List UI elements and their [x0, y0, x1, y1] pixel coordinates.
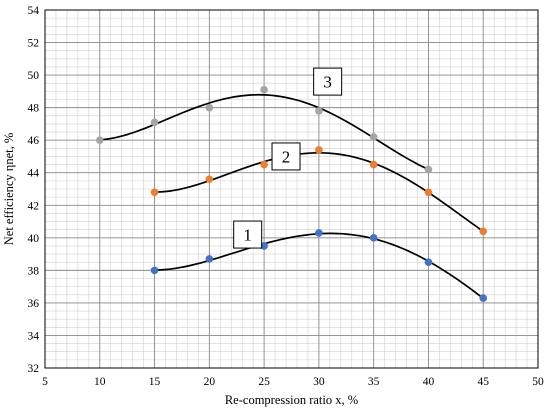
x-tick-label: 10 — [94, 376, 106, 388]
data-point-series-1 — [260, 242, 268, 250]
data-point-series-1 — [479, 294, 488, 302]
data-point-series-2 — [479, 227, 488, 236]
x-tick-label: 45 — [477, 376, 489, 388]
data-point-series-2 — [205, 175, 214, 184]
data-point-series-3 — [95, 136, 104, 144]
x-tick-label: 25 — [258, 376, 270, 388]
y-tick-label: 38 — [28, 265, 40, 277]
plot-area-frame — [44, 9, 539, 369]
x-tick-label: 35 — [368, 376, 380, 388]
y-axis-title: Net efficiency ηnet, % — [2, 133, 16, 246]
data-point-series-1 — [315, 229, 323, 237]
y-tick-label: 34 — [28, 330, 40, 342]
y-tick-label: 32 — [28, 363, 40, 375]
data-point-series-1 — [369, 234, 378, 242]
x-tick-label: 30 — [313, 376, 325, 388]
annotation-box — [271, 142, 301, 171]
data-point-series-1 — [424, 258, 433, 267]
minor-grid — [44, 9, 539, 369]
x-tick-label: 5 — [42, 376, 48, 388]
x-tick-label: 40 — [423, 376, 435, 388]
data-point-series-2 — [315, 146, 323, 154]
data-point-series-3 — [205, 103, 214, 112]
annotation-label: 2 — [282, 147, 291, 166]
y-tick-label: 42 — [28, 200, 40, 212]
y-tick-label: 44 — [28, 168, 40, 180]
annotation-box — [233, 220, 263, 249]
y-tick-label: 36 — [28, 298, 40, 310]
series-annotations: 1 2 3 — [233, 67, 343, 249]
annotation-label: 1 — [243, 226, 252, 245]
y-tick-label: 40 — [28, 233, 40, 245]
data-point-series-2 — [369, 160, 378, 169]
annotation-label: 3 — [323, 73, 332, 92]
x-tick-label: 50 — [532, 376, 544, 388]
x-tick-label: 20 — [204, 376, 216, 388]
y-tick-label: 54 — [28, 5, 40, 17]
data-point-series-3 — [260, 85, 268, 94]
data-point-series-1 — [205, 255, 214, 263]
data-point-series-3 — [369, 133, 378, 141]
x-axis-title: Re-compression ratio x, % — [225, 393, 358, 407]
data-point-series-2 — [260, 160, 268, 169]
annotation-box — [313, 67, 343, 96]
data-point-series-3 — [424, 165, 433, 174]
data-point-series-3 — [150, 118, 159, 127]
data-point-series-2 — [150, 188, 159, 197]
y-tick-label: 50 — [28, 70, 40, 82]
data-point-series-1 — [150, 266, 159, 275]
data-point-series-2 — [424, 188, 433, 197]
y-tick-label: 48 — [28, 103, 40, 115]
x-axis-tick-labels: 5 10 15 20 25 30 35 40 45 50 — [42, 376, 544, 388]
data-points — [95, 85, 488, 302]
y-tick-label: 52 — [28, 38, 40, 50]
y-axis-tick-labels: 32 34 36 38 40 42 44 46 48 50 52 54 — [28, 5, 40, 375]
x-tick-label: 15 — [149, 376, 161, 388]
data-point-series-3 — [315, 107, 323, 115]
y-tick-label: 46 — [28, 135, 40, 147]
